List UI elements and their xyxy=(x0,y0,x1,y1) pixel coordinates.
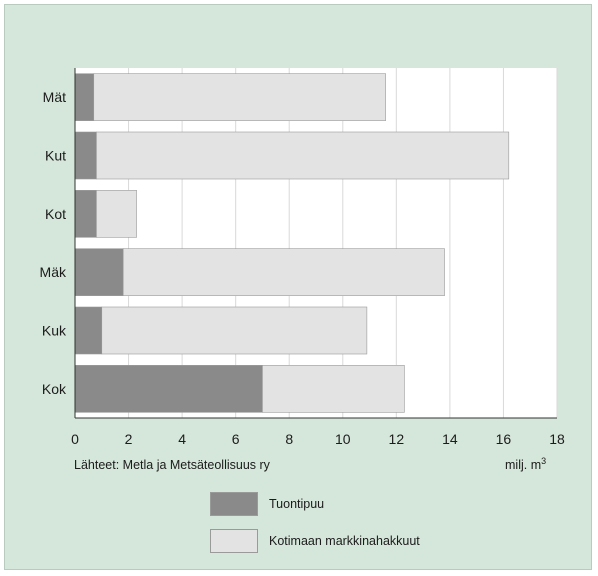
x-tick-label-14: 14 xyxy=(442,431,458,447)
y-category-label-3: Mäk xyxy=(40,264,67,280)
plot-area xyxy=(75,68,557,418)
legend-item-1: Kotimaan markkinahakkuut xyxy=(210,529,420,553)
legend-swatch-1 xyxy=(210,529,258,553)
legend-label-1: Kotimaan markkinahakkuut xyxy=(269,534,420,548)
x-tick-label-4: 4 xyxy=(178,431,186,447)
unit-label: milj. m3 xyxy=(505,456,546,472)
legend-item-0: Tuontipuu xyxy=(210,492,420,516)
y-category-label-2: Kot xyxy=(45,206,66,222)
x-tick-label-16: 16 xyxy=(496,431,512,447)
x-tick-label-6: 6 xyxy=(232,431,240,447)
bar-Mäk-tuontipuu xyxy=(74,248,124,296)
bar-Kot-tuontipuu xyxy=(74,190,97,238)
x-tick-label-0: 0 xyxy=(71,431,79,447)
y-category-label-4: Kuk xyxy=(42,323,67,339)
x-tick-label-18: 18 xyxy=(549,431,565,447)
x-tick-label-10: 10 xyxy=(335,431,351,447)
source-note: Lähteet: Metla ja Metsäteollisuus ry xyxy=(74,458,270,472)
x-tick-label-8: 8 xyxy=(285,431,293,447)
y-category-label-0: Mät xyxy=(43,89,66,105)
bar-Mäk-kotimaan xyxy=(122,248,445,296)
legend: Tuontipuu Kotimaan markkinahakkuut xyxy=(210,492,420,566)
y-category-label-1: Kut xyxy=(45,148,66,164)
unit-base: milj. m xyxy=(505,458,542,473)
bar-Kok-tuontipuu xyxy=(74,365,263,413)
y-category-label-5: Kok xyxy=(42,381,67,397)
bar-Mät-kotimaan xyxy=(93,73,386,121)
unit-exponent: 3 xyxy=(541,456,547,466)
bar-Kot-kotimaan xyxy=(96,190,137,238)
bar-Kuk-kotimaan xyxy=(101,306,368,355)
x-tick-label-12: 12 xyxy=(389,431,405,447)
bar-Kut-kotimaan xyxy=(96,131,510,180)
legend-label-0: Tuontipuu xyxy=(269,497,325,511)
bar-Kut-tuontipuu xyxy=(74,131,97,180)
bar-Kok-kotimaan xyxy=(262,365,405,413)
x-tick-label-2: 2 xyxy=(125,431,133,447)
bar-Mät-tuontipuu xyxy=(74,73,95,121)
bar-Kuk-tuontipuu xyxy=(74,306,103,355)
legend-swatch-0 xyxy=(210,492,258,516)
